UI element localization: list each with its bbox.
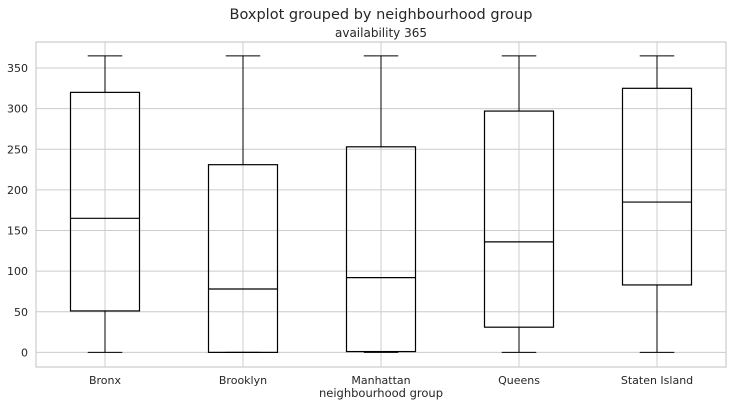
iqr-box bbox=[207, 164, 279, 353]
iqr-box bbox=[483, 110, 555, 328]
y-tick-label: 250 bbox=[7, 143, 28, 156]
box-queens bbox=[483, 55, 555, 353]
x-tick-label: Manhattan bbox=[351, 374, 410, 387]
y-tick-label: 0 bbox=[21, 346, 28, 359]
iqr-box bbox=[345, 146, 417, 353]
plot-area-frame bbox=[35, 41, 727, 368]
x-tick-label: Brooklyn bbox=[219, 374, 267, 387]
box-staten-island bbox=[621, 55, 693, 353]
box-brooklyn bbox=[207, 55, 279, 353]
y-tick-label: 200 bbox=[7, 184, 28, 197]
y-tick-label: 300 bbox=[7, 103, 28, 116]
chart-title: Boxplot grouped by neighbourhood group bbox=[230, 7, 533, 23]
y-tick-label: 50 bbox=[14, 306, 28, 319]
y-tick-label: 150 bbox=[7, 225, 28, 238]
x-tick-label: Queens bbox=[498, 374, 540, 387]
iqr-box bbox=[621, 87, 693, 286]
box-bronx bbox=[69, 55, 141, 353]
chart-subtitle: availability 365 bbox=[335, 26, 427, 40]
y-axis-ticks: 0 50 100 150 200 250 300 350 bbox=[7, 62, 28, 359]
x-tick-label: Staten Island bbox=[621, 374, 693, 387]
iqr-box bbox=[69, 91, 141, 312]
y-tick-label: 350 bbox=[7, 62, 28, 75]
y-tick-label: 100 bbox=[7, 265, 28, 278]
box-series bbox=[69, 55, 693, 353]
x-axis-label: neighbourhood group bbox=[319, 386, 443, 400]
box-manhattan bbox=[345, 55, 417, 353]
x-axis-ticks: Bronx Brooklyn Manhattan Queens Staten Islan… bbox=[89, 374, 693, 387]
x-tick-label: Bronx bbox=[89, 374, 122, 387]
